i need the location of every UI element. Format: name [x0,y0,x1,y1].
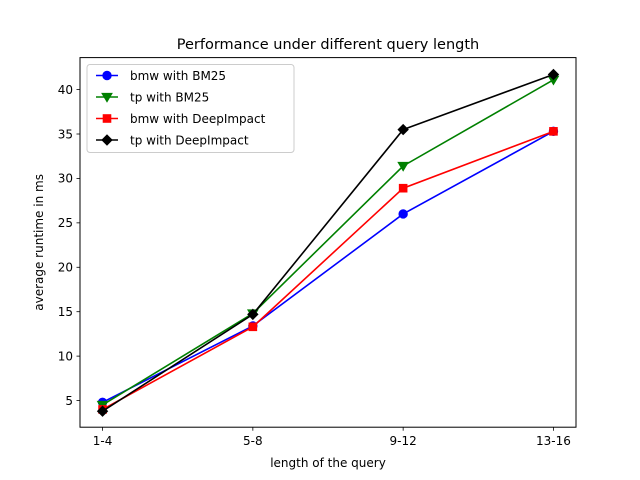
y-tick-label: 15 [58,305,73,319]
plot-frame [79,57,577,428]
y-tick-label: 5 [65,394,73,408]
legend-box [86,64,295,153]
legend-marker-bmw-with-bm25 [102,70,112,81]
data-point-tp-with-deepimpact [547,68,560,81]
series-line-tp-with-deepimpact [102,73,554,412]
x-tick-label: 5-8 [243,434,263,448]
chart-title: Performance under different query length [177,37,479,53]
series-layer [96,68,560,417]
legend-label-tp-with-deepimpact: tp with DeepImpact [130,133,249,147]
y-axis: 5 10 15 20 25 30 35 40 [58,83,80,408]
legend-marker-tp-with-deepimpact [101,134,113,146]
legend-label-bmw-with-deepimpact: bmw with DeepImpact [130,112,266,126]
legend-label-tp-with-bm25: tp with BM25 [130,90,209,104]
y-tick-label: 35 [58,127,73,141]
data-point-bmw-with-deepimpact [549,127,558,136]
x-tick-label: 13-16 [536,434,571,448]
data-point-tp-with-deepimpact [96,405,109,417]
series-tp-with-deepimpact [96,68,560,417]
y-axis-label: average runtime in ms [32,174,46,311]
y-tick-label: 40 [58,83,73,97]
series-line-tp-with-bm25 [102,79,554,406]
x-tick-label: 1-4 [93,434,113,448]
y-tick-label: 25 [58,216,73,230]
legend-marker-bmw-with-deepimpact [102,114,112,123]
y-tick-label: 20 [58,261,73,275]
y-tick-label: 30 [58,172,73,186]
data-point-bmw-with-deepimpact [248,322,258,332]
legend: bmw with BM25 tp with BM25 bmw with DeepIm… [86,64,295,153]
data-point-tp-with-bm25 [397,161,410,172]
x-axis: 1-4 5-8 9-12 13-16 [93,427,571,448]
data-point-tp-with-deepimpact [247,308,259,321]
series-tp-with-bm25 [96,75,560,411]
series-line-bmw-with-bm25 [102,130,554,404]
data-point-bmw-with-bm25 [398,209,408,219]
data-point-bmw-with-deepimpact [398,183,408,193]
x-tick-label: 9-12 [390,434,417,448]
legend-label-bmw-with-bm25: bmw with BM25 [130,69,226,83]
y-tick-label: 10 [58,349,73,363]
x-axis-label: length of the query [270,456,386,470]
data-point-tp-with-deepimpact [397,123,409,136]
series-line-bmw-with-deepimpact [102,130,554,411]
legend-marker-tp-with-bm25 [101,92,113,103]
